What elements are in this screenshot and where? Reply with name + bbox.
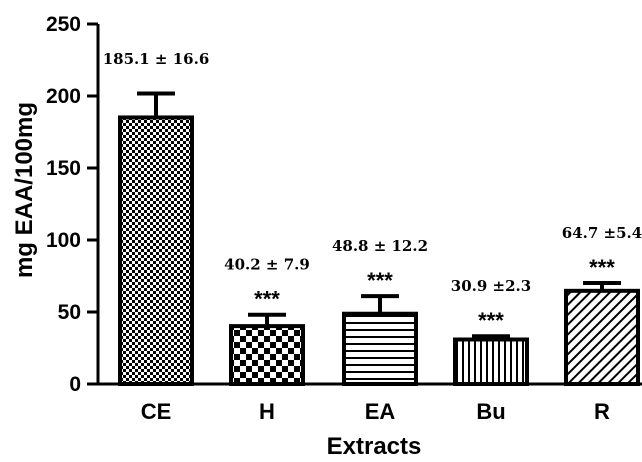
y-tick-label: 50 — [58, 301, 81, 324]
value-label-bu: 30.9 ±2.3 — [451, 277, 531, 295]
y-axis-ticks: 0 50 100 150 200 250 — [46, 13, 98, 396]
value-label-h: 40.2 ± 7.9 — [224, 256, 310, 274]
y-tick-label: 250 — [46, 13, 81, 36]
bar-r — [564, 288, 640, 386]
bar-bu — [453, 337, 529, 386]
error-bars — [137, 91, 621, 340]
x-axis-tick-labels: CE H EA Bu R — [141, 399, 610, 424]
significance-label-ea: *** — [367, 268, 393, 293]
bar-ea — [342, 311, 418, 386]
significance-label-h: *** — [254, 287, 280, 312]
significance-label-r: *** — [589, 255, 615, 280]
x-axis-title: Extracts — [327, 433, 422, 460]
x-tick-label-bu: Bu — [476, 399, 505, 424]
x-tick-label-r: R — [594, 399, 610, 424]
value-label-ea: 48.8 ± 12.2 — [332, 237, 428, 255]
value-label-ce: 185.1 ± 16.6 — [103, 50, 210, 68]
value-label-r: 64.7 ±5.4 — [562, 224, 642, 242]
significance-label-bu: *** — [478, 308, 504, 333]
x-tick-label-ce: CE — [141, 399, 172, 424]
y-tick-label: 100 — [46, 229, 81, 252]
x-tick-label-ea: EA — [365, 399, 396, 424]
bar-h — [229, 324, 305, 386]
bar-ce — [118, 115, 194, 387]
y-tick-label: 200 — [46, 85, 81, 108]
y-tick-label: 0 — [69, 373, 81, 396]
x-tick-label-h: H — [259, 399, 275, 424]
y-axis-title: mg EAA/100mg — [11, 102, 38, 278]
annotations: 185.1 ± 16.6 40.2 ± 7.9 *** 48.8 ± 12.2 *** 3… — [103, 50, 642, 333]
y-tick-label: 150 — [46, 157, 81, 180]
